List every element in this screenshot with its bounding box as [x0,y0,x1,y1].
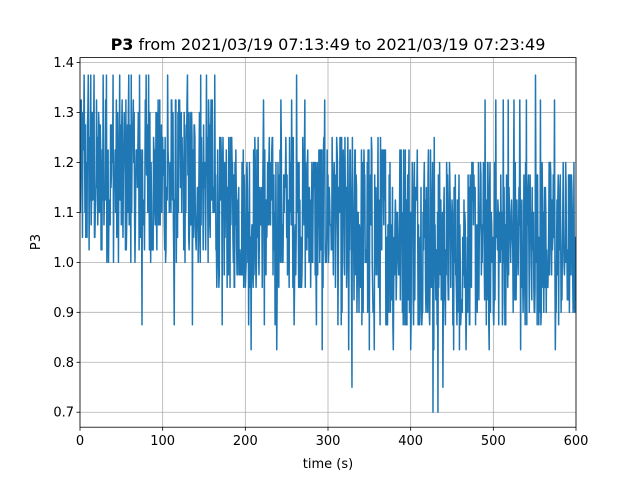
x-axis-label: time (s) [303,457,353,472]
plot-area [80,74,576,413]
x-tick-label: 600 [564,434,589,449]
chart-title: P3 from 2021/03/19 07:13:49 to 2021/03/1… [111,35,546,54]
x-tick-label: 0 [76,434,84,449]
y-tick-label: 0.7 [53,406,74,421]
y-tick-label: 1.0 [53,256,74,271]
y-tick-label: 1.2 [53,156,74,171]
x-tick-label: 300 [316,434,341,449]
y-axis-ticks: 0.7 0.8 0.9 1.0 1.1 1.2 1.3 1.4 [53,56,80,421]
x-tick-label: 400 [398,434,423,449]
x-axis-ticks: 0 100 200 300 400 500 600 [76,427,589,449]
y-tick-label: 0.8 [53,356,74,371]
y-tick-label: 1.3 [53,106,74,121]
y-axis-label: P3 [29,234,44,250]
x-tick-label: 200 [233,434,258,449]
series-group [80,74,576,413]
series-line [80,74,576,413]
y-tick-label: 1.4 [53,56,74,71]
x-tick-label: 500 [481,434,506,449]
y-tick-label: 1.1 [53,206,74,221]
y-tick-label: 0.9 [53,306,74,321]
x-tick-label: 100 [150,434,175,449]
chart-title-rest: from 2021/03/19 07:13:49 to 2021/03/19 0… [133,35,545,54]
chart-title-bold: P3 [111,35,134,54]
